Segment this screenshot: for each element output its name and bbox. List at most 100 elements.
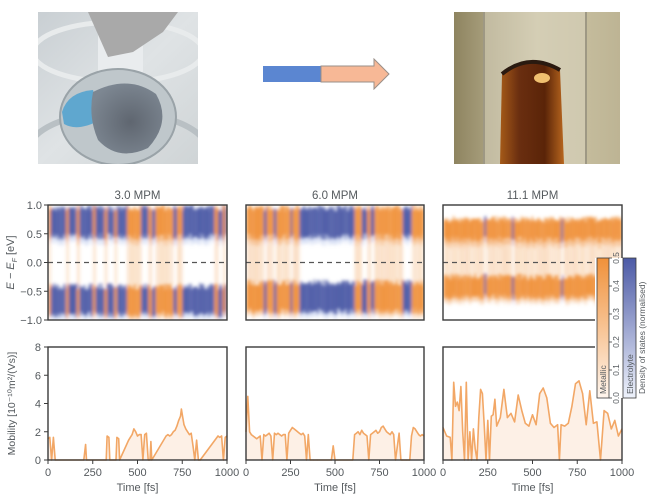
mobility-point	[259, 435, 261, 437]
mobility-point	[190, 432, 192, 434]
mobility-point	[465, 381, 467, 383]
mobility-point	[480, 388, 482, 390]
mobility-point	[300, 434, 302, 436]
mobility-point	[571, 405, 573, 407]
mobility-point	[277, 432, 279, 434]
mobility-point	[136, 435, 139, 437]
mobility-line	[442, 380, 623, 461]
mobility-point	[578, 380, 580, 382]
mobility-point	[180, 408, 182, 410]
mobility-point	[589, 390, 591, 392]
x-axis-label: Time [fs]	[314, 482, 356, 494]
mobility-point	[510, 412, 512, 414]
mobility-point	[514, 421, 516, 423]
mobility-area	[443, 380, 622, 460]
x-tick-label: 0	[45, 467, 51, 479]
mobility-point	[144, 434, 146, 436]
mobility-line	[47, 408, 228, 461]
mobility-point	[494, 398, 496, 400]
mobility-point	[219, 436, 221, 438]
x-tick-label: 500	[128, 467, 146, 479]
mobility-point	[295, 429, 297, 431]
mobility-point	[332, 445, 334, 447]
mobility-point	[416, 431, 418, 433]
colorbar-tick-label: 0.2	[611, 336, 621, 348]
y-tick-label: 0.0	[27, 258, 42, 270]
mobility-point	[118, 438, 120, 440]
y-tick-label: 0.5	[27, 229, 42, 241]
mobility-point	[140, 434, 142, 436]
mobility-point	[478, 417, 480, 419]
dos-heatmap-panel-1: 3.0 MPM 1.0 0.5 0.0 −0.5 −1.0 E − EF [eV]	[5, 190, 228, 327]
colorbar: 0.0 0.1 0.2 0.3 0.4 0.5 Metallic Electrolyte Den…	[595, 252, 647, 404]
mobility-point	[256, 438, 258, 440]
y-tick-label: 0	[35, 455, 41, 467]
colorbar-tick-label: 0.1	[611, 364, 621, 376]
panel-title: 11.1 MPM	[507, 190, 559, 202]
mobility-point	[138, 434, 140, 436]
colorbar-tick-label: 0.5	[611, 252, 621, 264]
mobility-point	[178, 419, 180, 421]
mobility-point	[247, 395, 249, 397]
mobility-point	[474, 448, 476, 450]
y-tick-label: 2	[35, 427, 41, 439]
mobility-point	[603, 410, 605, 412]
mobility-point	[446, 435, 448, 437]
x-tick-label: 250	[84, 467, 102, 479]
colorbar-tick-label: 0.0	[611, 392, 621, 404]
mobility-point	[487, 419, 489, 421]
mobility-point	[187, 431, 189, 433]
mobility-area	[246, 396, 424, 460]
mobility-point	[174, 429, 176, 431]
mobility-point	[542, 387, 544, 389]
mobility-panel-1: 0 250 500 750 1000 Time [fs] 0 2 4 6 8 Mobility [10…	[6, 342, 239, 494]
mobility-point	[145, 432, 147, 434]
mobility-point	[263, 434, 265, 436]
mobility-point	[172, 431, 174, 433]
x-tick-label: 500	[523, 467, 541, 479]
process-arrow	[263, 58, 390, 90]
mobility-point	[378, 431, 381, 433]
mobility-point	[557, 424, 559, 426]
mobility-point	[169, 435, 171, 437]
mobility-point	[410, 435, 413, 437]
mobility-point	[454, 405, 457, 407]
y-axis-label: E − EF [eV]	[5, 235, 19, 289]
colorbar-electrolyte-label: Electrolyte	[625, 354, 635, 394]
mobility-point	[503, 388, 505, 390]
mobility-point	[224, 436, 226, 438]
mobility-point	[281, 435, 283, 437]
mobility-point	[49, 436, 51, 438]
mobility-point	[462, 431, 464, 433]
mobility-panel-3: 0 250 500 750 1000 Time [fs]	[440, 346, 634, 494]
mobility-point	[585, 424, 587, 426]
mobility-point	[592, 422, 595, 424]
mobility-point	[188, 434, 190, 436]
mobility-point	[362, 432, 365, 434]
mobility-point	[250, 434, 252, 436]
mobility-point	[490, 415, 492, 417]
mobility-point	[449, 436, 451, 438]
mobility-point	[505, 402, 507, 405]
x-tick-label: 750	[370, 467, 388, 479]
mobility-point	[265, 435, 267, 437]
mobility-point	[52, 436, 55, 438]
mobility-point	[293, 428, 295, 430]
mobility-line	[245, 395, 425, 461]
mobility-point	[167, 434, 169, 436]
colorbar-electrolyte	[622, 257, 637, 399]
mobility-point	[483, 424, 485, 426]
mobility-point	[150, 441, 152, 443]
mobility-point	[414, 428, 416, 430]
mobility-point	[496, 425, 498, 427]
colorbar-tick-label: 0.4	[611, 280, 621, 292]
y-tick-label: 8	[35, 342, 41, 354]
x-axis-label: Time [fs]	[117, 482, 159, 494]
mobility-point	[273, 432, 276, 434]
mobility-point	[135, 431, 137, 433]
mobility-point	[564, 425, 566, 427]
mobility-point	[499, 417, 501, 419]
mobility-point	[574, 383, 577, 385]
mobility-point	[279, 434, 281, 436]
mobility-point	[108, 436, 110, 438]
